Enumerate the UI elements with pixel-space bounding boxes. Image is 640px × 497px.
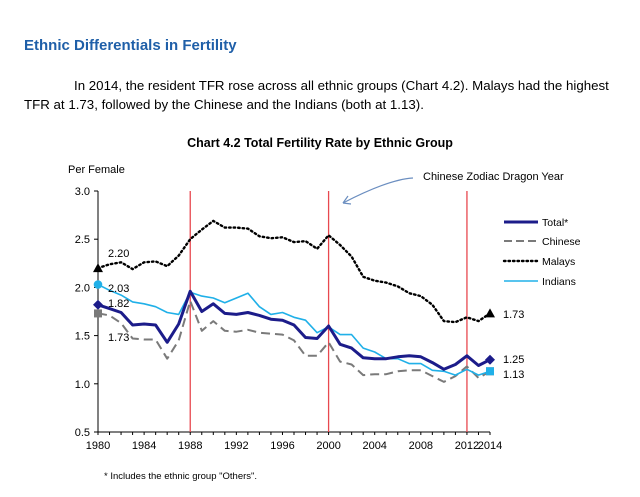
total-start-label: 1.82 <box>108 298 129 310</box>
x-tick-label: 1980 <box>86 440 110 452</box>
malays-start-marker <box>93 263 103 273</box>
indians-end-marker <box>486 367 494 376</box>
malays-end-marker <box>485 308 495 318</box>
chart-axes: 0.5 1.0 1.5 2.0 2.5 3.0 1980 1984 1988 1992 1996 20… <box>68 164 502 452</box>
chinese-start-marker <box>94 309 102 318</box>
malays-start-label: 2.20 <box>108 248 129 260</box>
legend-label-indians: Indians <box>542 276 576 288</box>
indians-start-marker <box>93 280 103 289</box>
x-tick-label: 2008 <box>409 440 433 452</box>
x-tick-label: 2014 <box>478 440 502 452</box>
dragon-year-lines <box>189 191 468 432</box>
x-tick-label: 2000 <box>316 440 340 452</box>
y-tick-label: 0.5 <box>75 427 90 439</box>
chart-series <box>96 219 492 383</box>
annotation-arrow-line <box>342 177 414 204</box>
chinese-start-label: 1.73 <box>108 332 129 344</box>
chart-footnote: * Includes the ethnic group "Others". <box>104 471 258 482</box>
legend-label-chinese: Chinese <box>542 236 581 248</box>
x-tick-label: 1996 <box>270 440 294 452</box>
y-tick-label: 1.5 <box>75 331 90 343</box>
chart-legend: Total* Chinese Malays Indians <box>502 217 581 288</box>
x-tick-label: 2012 <box>455 440 479 452</box>
annotation-text: Chinese Zodiac Dragon Year <box>423 171 564 183</box>
y-tick-label: 1.0 <box>75 379 90 391</box>
body-paragraph: In 2014, the resident TFR rose across al… <box>24 78 609 112</box>
series-line-chinese <box>97 299 491 383</box>
section-heading: Ethnic Differentials in Fertility <box>24 37 237 54</box>
x-tick-label: 1984 <box>132 440 156 452</box>
x-tick-label: 1988 <box>178 440 202 452</box>
legend-label-malays: Malays <box>542 256 575 268</box>
total-start-marker <box>93 299 103 310</box>
malays-end-label: 1.73 <box>503 309 524 321</box>
legend-label-total: Total* <box>542 217 568 229</box>
chart-title: Chart 4.2 Total Fertility Rate by Ethnic… <box>187 136 453 150</box>
chart-data-labels: 1.82 1.25 1.73 1.13 2.20 1.73 2.03 <box>108 248 524 381</box>
y-tick-label: 2.0 <box>75 282 90 294</box>
y-tick-label: 2.5 <box>75 234 90 246</box>
x-tick-label: 1992 <box>224 440 248 452</box>
total-end-marker <box>485 354 495 365</box>
series-line-total <box>97 289 491 371</box>
chart-markers <box>93 263 495 376</box>
series-line-indians <box>97 283 491 376</box>
x-tick-label: 2004 <box>362 440 386 452</box>
indians-start-label: 2.03 <box>108 283 129 295</box>
dragon-year-annotation: Chinese Zodiac Dragon Year <box>342 171 564 205</box>
annotation-arrow-head <box>342 195 352 205</box>
y-tick-label: 3.0 <box>75 186 90 198</box>
y-axis-label: Per Female <box>68 164 125 176</box>
series-line-malays <box>96 219 492 324</box>
chinese-end-label: 1.13 <box>503 369 524 381</box>
total-end-label: 1.25 <box>503 354 524 366</box>
